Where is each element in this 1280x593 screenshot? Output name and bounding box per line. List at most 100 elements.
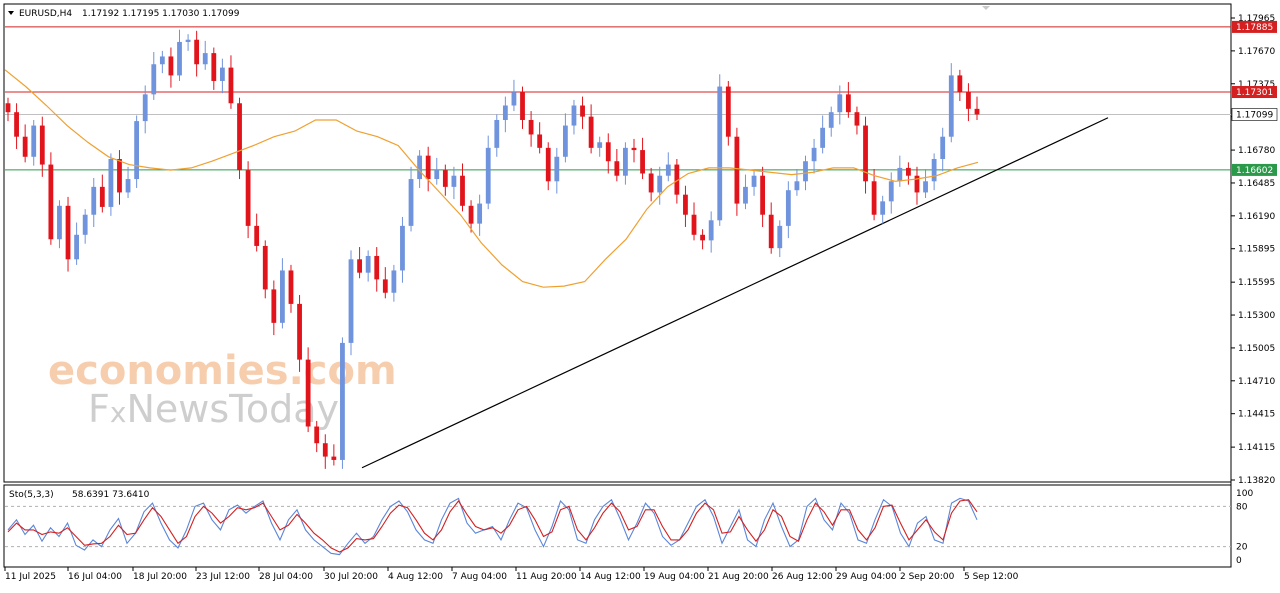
candle-bull	[125, 179, 131, 193]
candle-bear	[640, 150, 645, 174]
time-tick-label: 2 Sep 20:00	[900, 572, 955, 582]
time-tick-label: 21 Aug 20:00	[708, 572, 769, 582]
candle-bear	[700, 234, 705, 241]
watermark: economies.com FxNewsToday	[48, 348, 397, 431]
time-tick-label: 26 Aug 12:00	[772, 572, 833, 582]
candle-bull	[31, 125, 37, 157]
candle-bear	[957, 75, 963, 93]
candle-bull	[888, 181, 894, 202]
price-tick-label: 1.15300	[1238, 311, 1275, 321]
chart-shift-icon[interactable]	[982, 6, 990, 10]
chart-header: EURUSD,H4 1.17192 1.17195 1.17030 1.1709…	[8, 9, 240, 19]
candle-bear	[871, 181, 877, 215]
price-tick-label: 1.17965	[1238, 14, 1275, 24]
candle-bull	[82, 214, 88, 235]
candles-layer	[5, 29, 980, 469]
time-tick-label: 30 Jul 20:00	[324, 572, 378, 582]
candle-bull	[554, 156, 560, 182]
candle-bull	[717, 86, 723, 221]
price-tags: 1.17885 1.17301 1.17099 1.16602	[1231, 20, 1278, 176]
candle-bear	[614, 161, 620, 176]
price-tick-label: 1.17375	[1238, 80, 1275, 90]
triangle-down-icon[interactable]	[8, 11, 14, 15]
candle-bear	[357, 259, 362, 273]
price-tick-label: 1.14415	[1238, 410, 1275, 420]
candle-bull	[571, 105, 577, 126]
candle-bull	[811, 147, 817, 162]
candle-bear	[374, 255, 380, 280]
candle-bull	[897, 167, 903, 182]
candle-bull	[451, 175, 457, 187]
candle-bull	[743, 186, 748, 204]
candle-bull	[108, 158, 114, 207]
price-tick-label: 1.16485	[1238, 179, 1275, 189]
ascending-trendline	[361, 117, 1109, 469]
candle-bear	[580, 105, 585, 117]
candle-bull	[340, 342, 345, 460]
candle-bear	[314, 426, 320, 444]
candle-bull	[751, 175, 757, 187]
stochastic-layer: 100 80 20 0	[5, 489, 1253, 566]
time-tick-label: 11 Aug 20:00	[516, 572, 577, 582]
candle-bear	[245, 170, 251, 226]
candle-bull	[134, 121, 140, 180]
time-axis: 11 Jul 2025 16 Jul 04:00 18 Jul 20:00 23 Ju…	[4, 567, 1019, 582]
candle-bull	[494, 119, 500, 148]
candle-bear	[48, 164, 54, 240]
sto-main-line	[7, 497, 978, 556]
candle-bull	[177, 41, 182, 76]
candle-bear	[520, 92, 525, 120]
candle-bear	[974, 108, 980, 115]
candle-bear	[194, 39, 200, 65]
candle-bear	[760, 175, 766, 215]
time-tick-label: 5 Sep 12:00	[964, 572, 1019, 582]
sto-tick-label: 20	[1236, 543, 1248, 553]
time-tick-label: 16 Jul 04:00	[68, 572, 122, 582]
candle-bull	[417, 155, 423, 180]
candle-bull	[219, 67, 225, 81]
candle-bull	[485, 147, 491, 204]
candle-bear	[468, 205, 474, 224]
candle-bull	[280, 270, 285, 323]
candle-bear	[768, 214, 774, 249]
watermark-newstoday: NewsToday	[126, 387, 339, 431]
price-tick-label: 1.15595	[1238, 278, 1275, 288]
candle-bear	[537, 134, 543, 148]
time-tick-label: 23 Jul 12:00	[196, 572, 250, 582]
candle-bear	[460, 175, 465, 206]
candle-bear	[648, 173, 654, 193]
candle-bear	[425, 155, 431, 180]
candle-bull	[931, 158, 937, 182]
time-tick-label: 29 Aug 04:00	[836, 572, 897, 582]
horizontal-levels	[5, 26, 1231, 171]
moving-average-layer	[4, 69, 979, 288]
candle-bear	[966, 92, 971, 109]
price-tick-label: 1.17670	[1238, 47, 1275, 57]
candle-bear	[254, 225, 260, 246]
candle-bear	[22, 136, 28, 157]
candle-bear	[99, 186, 105, 207]
time-tick-label: 18 Jul 20:00	[133, 572, 187, 582]
candle-bear	[725, 86, 731, 137]
time-tick-label: 14 Aug 12:00	[580, 572, 641, 582]
candle-bear	[854, 112, 860, 126]
candle-bull	[828, 112, 834, 128]
candle-bull	[948, 75, 954, 137]
candle-bull	[837, 94, 843, 113]
candle-bull	[562, 125, 568, 157]
candle-bull	[74, 234, 80, 260]
candle-bear	[691, 214, 697, 235]
symbol-label[interactable]: EURUSD,H4	[19, 9, 72, 19]
candle-bull	[348, 259, 354, 343]
time-tick-label: 4 Aug 12:00	[388, 572, 443, 582]
stochastic-header: Sto(5,3,3) 58.6391 73.6410	[9, 490, 150, 500]
candle-bull	[391, 270, 397, 293]
candle-bear	[683, 194, 688, 215]
resistance-upper-tag	[1232, 20, 1277, 33]
resistance-upper-tag-label: 1.17885	[1236, 23, 1273, 33]
candle-bear	[14, 112, 19, 137]
candle-bear	[331, 456, 337, 460]
support-horizontal-tag-label: 1.16602	[1236, 166, 1273, 176]
candle-bull	[794, 181, 800, 191]
